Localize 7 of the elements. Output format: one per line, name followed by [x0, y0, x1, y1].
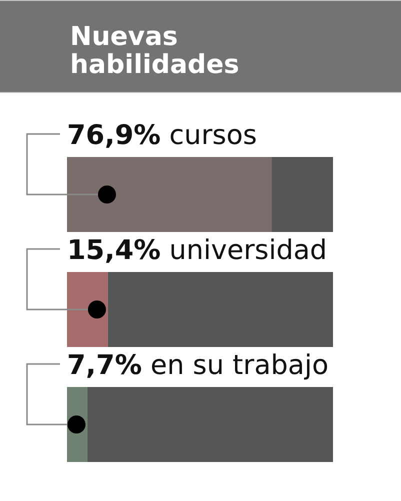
- y-tick-label: cursos: [160, 120, 257, 152]
- chart-title: Nuevas habilidades: [70, 22, 240, 80]
- data-label: 15,4%: [67, 235, 161, 266]
- data-label: 7,7%: [67, 350, 142, 382]
- y-tick-label: en su trabajo: [142, 350, 328, 382]
- data-label: 76,9%: [67, 120, 161, 152]
- y-tick-label: universidad: [160, 235, 328, 266]
